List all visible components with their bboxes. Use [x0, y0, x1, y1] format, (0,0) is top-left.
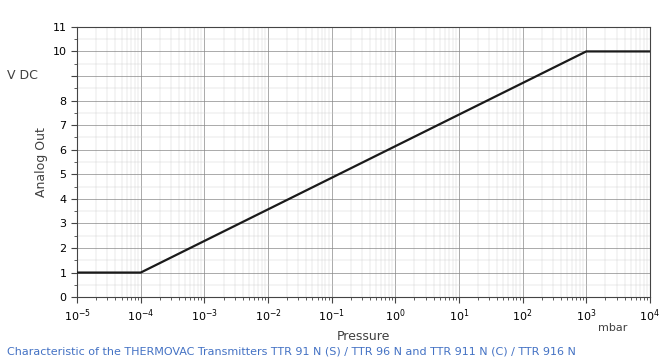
Y-axis label: Analog Out: Analog Out	[36, 127, 48, 197]
Text: mbar: mbar	[598, 323, 627, 333]
Text: Characteristic of the THERMOVAC Transmitters TTR 91 N (S) / TTR 96 N and TTR 911: Characteristic of the THERMOVAC Transmit…	[7, 346, 576, 356]
X-axis label: Pressure: Pressure	[337, 330, 390, 343]
Text: V DC: V DC	[7, 69, 38, 82]
